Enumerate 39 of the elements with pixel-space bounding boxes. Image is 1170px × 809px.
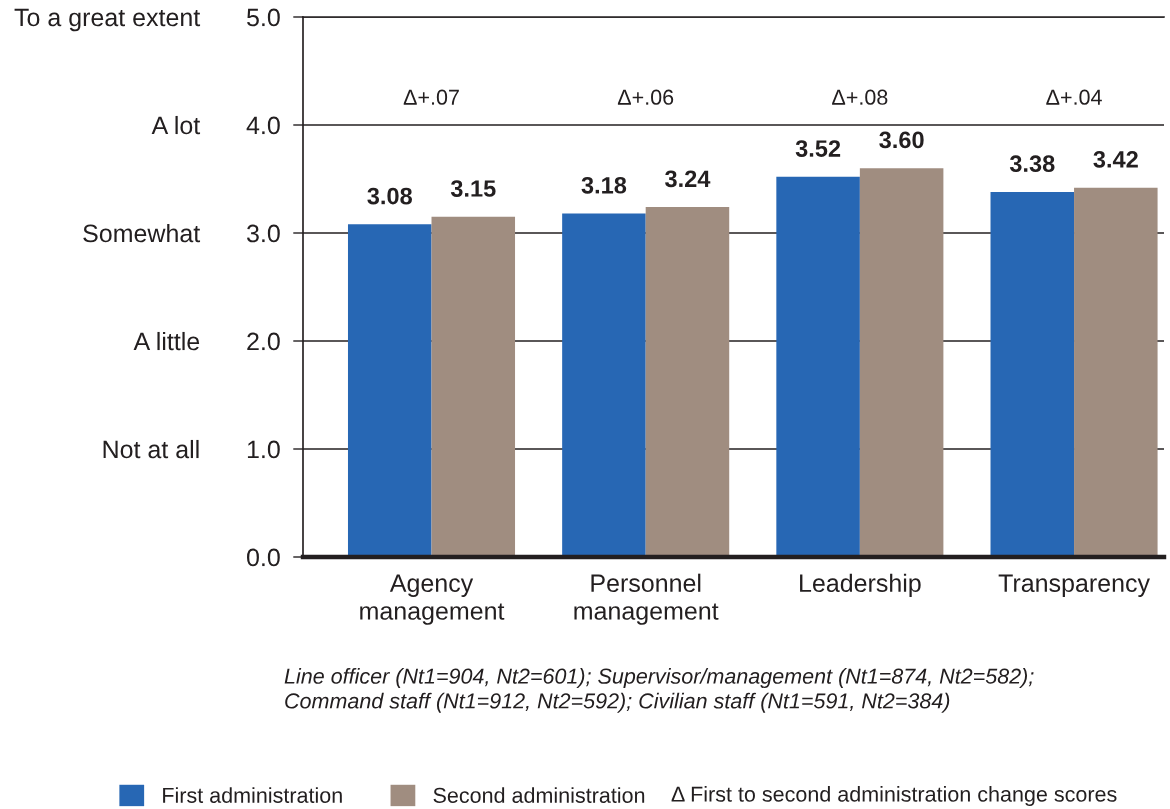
bar bbox=[347, 224, 432, 557]
x-tick-label: Personnel management bbox=[574, 573, 719, 625]
category-label: Not at all bbox=[103, 439, 199, 459]
data-label: 3.15 bbox=[450, 180, 496, 197]
annotation: Δ+.07 bbox=[403, 89, 459, 105]
x-tick-label: Leadership bbox=[800, 573, 921, 597]
bar bbox=[990, 191, 1075, 557]
text: Line officer (Nt1=904, Nt2=601); Supervisor/management (Nt1=874, Nt2=582); Command staff (Nt1=912, Nt2=592); Civilian staff (Nt1=591, Nt2=384) bbox=[284, 668, 1034, 713]
category-label: A little bbox=[133, 331, 200, 351]
y-tick-label: 1.0 bbox=[247, 440, 280, 459]
data-label: 3.38 bbox=[1009, 155, 1055, 173]
bar bbox=[562, 213, 646, 557]
data-label: 3.42 bbox=[1093, 150, 1138, 168]
category-label: To a great extent bbox=[14, 8, 201, 32]
category-label: Somewhat bbox=[83, 223, 201, 243]
text: Δ First to second administration change scores bbox=[671, 785, 1117, 807]
bar bbox=[776, 176, 860, 557]
bar bbox=[859, 168, 944, 557]
y-tick-label: 2.0 bbox=[247, 332, 280, 351]
data-label: 3.18 bbox=[581, 176, 627, 194]
annotation: Δ+.06 bbox=[617, 89, 674, 105]
annotation: Δ+.04 bbox=[1046, 89, 1102, 105]
data-label: 3.08 bbox=[367, 187, 412, 205]
bar bbox=[431, 216, 516, 557]
legend-label: Second administration bbox=[433, 787, 645, 803]
data-label: 3.60 bbox=[879, 131, 924, 149]
y-tick-label: 3.0 bbox=[246, 224, 280, 243]
bar bbox=[645, 207, 730, 557]
x-tick-label: Transparency bbox=[998, 574, 1150, 597]
y-tick-label: 0.0 bbox=[247, 548, 280, 567]
legend-label: First administration bbox=[163, 787, 342, 803]
category-label: A lot bbox=[151, 115, 201, 135]
bar bbox=[1074, 187, 1158, 557]
y-tick-label: 5.0 bbox=[247, 8, 280, 27]
data-label: 3.52 bbox=[795, 140, 841, 157]
y-tick-label: 4.0 bbox=[246, 116, 280, 135]
x-tick-label: Agency management bbox=[360, 574, 505, 625]
data-label: 3.24 bbox=[665, 170, 711, 188]
annotation: Δ+.08 bbox=[832, 89, 888, 105]
